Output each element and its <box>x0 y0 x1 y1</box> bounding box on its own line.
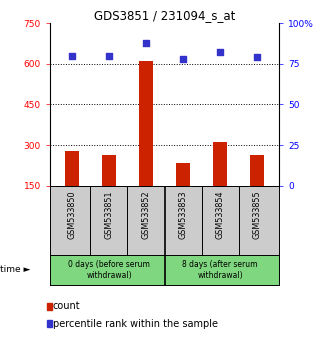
Point <box>217 50 222 55</box>
Point <box>69 53 74 58</box>
Bar <box>65 150 79 186</box>
Bar <box>102 155 116 186</box>
Text: GSM533855: GSM533855 <box>253 191 262 239</box>
Point <box>107 53 112 58</box>
Bar <box>176 163 190 186</box>
Text: GSM533852: GSM533852 <box>142 191 151 239</box>
Text: GSM533854: GSM533854 <box>215 191 225 239</box>
Bar <box>250 155 264 186</box>
Title: GDS3851 / 231094_s_at: GDS3851 / 231094_s_at <box>94 9 235 22</box>
Text: count: count <box>53 301 81 311</box>
Text: 0 days (before serum
withdrawal): 0 days (before serum withdrawal) <box>68 260 150 280</box>
Text: GSM533853: GSM533853 <box>178 191 187 239</box>
Text: time ►: time ► <box>0 266 30 274</box>
Text: percentile rank within the sample: percentile rank within the sample <box>53 319 218 329</box>
Text: GSM533850: GSM533850 <box>67 191 76 239</box>
Bar <box>139 61 153 186</box>
Text: 8 days (after serum
withdrawal): 8 days (after serum withdrawal) <box>182 260 258 280</box>
Point <box>255 55 260 60</box>
Point <box>143 40 149 45</box>
Text: GSM533851: GSM533851 <box>104 191 114 239</box>
Point <box>180 56 186 62</box>
Bar <box>213 142 227 186</box>
